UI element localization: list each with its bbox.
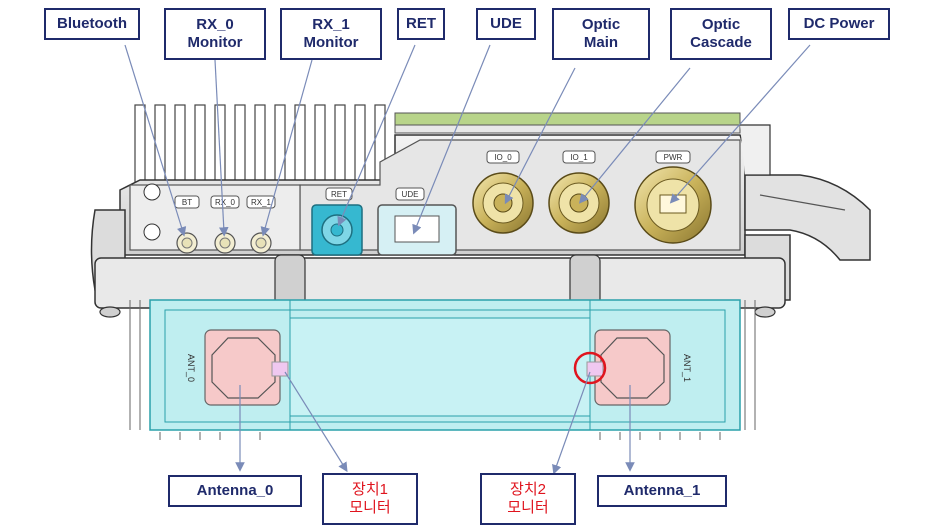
rx1-mark: RX_1 xyxy=(251,198,272,207)
optic-cascade-line2: Cascade xyxy=(690,34,752,51)
optic-main-label: Optic Main xyxy=(552,8,650,60)
ude-mark: UDE xyxy=(402,190,419,199)
rx1-label-line1: RX_1 xyxy=(312,16,350,33)
callout-arrows xyxy=(124,44,811,475)
rx0-monitor-label: RX_0 Monitor xyxy=(164,8,266,60)
bt-port xyxy=(176,232,198,254)
ret-label-text: RET xyxy=(406,15,436,32)
antenna0-label-text: Antenna_0 xyxy=(196,482,274,499)
pwr-mark: PWR xyxy=(664,153,683,162)
rx0-port xyxy=(214,232,236,254)
dc-power-connector xyxy=(634,166,712,244)
io0-mark: IO_0 xyxy=(494,153,512,162)
device1-line2: 모니터 xyxy=(349,499,391,516)
ude-label-text: UDE xyxy=(490,15,522,32)
rx1-label-line2: Monitor xyxy=(303,34,359,51)
optic-cascade-connector xyxy=(548,172,610,234)
optic-main-connector xyxy=(472,172,534,234)
antenna1-label-text: Antenna_1 xyxy=(623,482,701,499)
rx0-label-line1: RX_0 xyxy=(196,16,234,33)
heatsink-fins xyxy=(134,104,386,201)
optic-main-line1: Optic xyxy=(581,16,621,33)
ude-label: UDE xyxy=(476,8,536,40)
ret-port xyxy=(311,204,363,256)
device2-line1: 장치2 xyxy=(510,481,546,498)
antenna0-port xyxy=(204,329,289,406)
bluetooth-label: Bluetooth xyxy=(44,8,140,40)
rx1-monitor-label: RX_1 Monitor xyxy=(280,8,382,60)
antenna1-label: Antenna_1 xyxy=(597,475,727,507)
device2-monitor-label: 장치2 모니터 xyxy=(480,473,576,525)
optic-main-line2: Main xyxy=(583,34,619,51)
ret-label: RET xyxy=(397,8,445,40)
ude-port xyxy=(377,204,457,256)
antenna1-port xyxy=(586,329,671,406)
optic-cascade-label: Optic Cascade xyxy=(670,8,772,60)
rx0-mark: RX_0 xyxy=(215,198,236,207)
device2-line2: 모니터 xyxy=(507,499,549,516)
io1-mark: IO_1 xyxy=(570,153,588,162)
dc-power-label-text: DC Power xyxy=(803,15,875,32)
dc-power-label: DC Power xyxy=(788,8,890,40)
optic-cascade-line1: Optic xyxy=(701,16,741,33)
ant1-mark: ANT_1 xyxy=(682,354,692,382)
device1-line1: 장치1 xyxy=(352,481,388,498)
monitor-port-highlight xyxy=(573,351,607,385)
top-strip xyxy=(394,112,741,126)
rx1-port xyxy=(250,232,272,254)
antenna0-label: Antenna_0 xyxy=(168,475,302,507)
ret-mark: RET xyxy=(331,190,347,199)
bt-mark: BT xyxy=(182,198,192,207)
rx0-label-line2: Monitor xyxy=(187,34,243,51)
ant0-mark: ANT_0 xyxy=(186,354,196,382)
bluetooth-label-text: Bluetooth xyxy=(57,15,127,32)
bottom-fins xyxy=(129,300,756,440)
device1-monitor-label: 장치1 모니터 xyxy=(322,473,418,525)
